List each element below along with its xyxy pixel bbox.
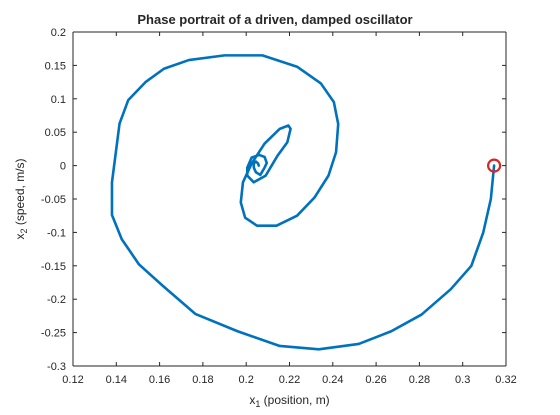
x-tick-label: 0.18 (192, 374, 213, 386)
y-axis-label-subscript: 2 (19, 229, 29, 234)
x-tick-label: 0.16 (149, 374, 170, 386)
x-axis-label-rest: (position, m) (260, 393, 329, 407)
y-tick-label: 0.1 (51, 94, 66, 106)
x-ticks: 0.12 0.14 0.16 0.18 0.2 0.22 0.24 0.26 0.28 0.3 0.… (62, 32, 517, 386)
x-tick-label: 0.12 (62, 374, 83, 386)
plot-background (73, 32, 506, 366)
y-axis-label: x2 (speed, m/s) (13, 158, 29, 239)
x-tick-label: 0.22 (279, 374, 300, 386)
trajectory-line (110, 54, 496, 351)
chart-title: Phase portrait of a driven, damped oscil… (137, 12, 412, 27)
x-tick-label: 0.28 (409, 374, 430, 386)
x-tick-label: 0.3 (455, 374, 470, 386)
y-tick-label: -0.15 (41, 261, 66, 273)
y-tick-label: 0.2 (51, 27, 66, 39)
y-tick-label: 0.05 (45, 127, 66, 139)
y-axis-label-base: x (13, 234, 27, 240)
plot-area: 0.12 0.14 0.16 0.18 0.2 0.22 0.24 0.26 0.28 0.3 0.… (41, 27, 517, 386)
x-tick-label: 0.24 (322, 374, 343, 386)
y-tick-label: -0.1 (47, 227, 66, 239)
y-tick-label: -0.05 (41, 194, 66, 206)
x-axis-label-base: x (249, 393, 255, 407)
x-tick-label: 0.14 (106, 374, 127, 386)
y-tick-label: -0.25 (41, 328, 66, 340)
series-layer (110, 54, 496, 351)
x-tick-label: 0.32 (495, 374, 516, 386)
y-tick-label: -0.2 (47, 294, 66, 306)
x-tick-label: 0.26 (365, 374, 386, 386)
y-axis-label-rest: (speed, m/s) (13, 158, 27, 228)
x-axis-label-subscript: 1 (255, 399, 260, 409)
y-ticks: -0.3 -0.25 -0.2 -0.15 -0.1 -0.05 0 0.05 0.1 0.15 0… (41, 27, 506, 373)
marker-layer (486, 158, 502, 173)
y-tick-label: 0 (60, 161, 66, 173)
initial-point-marker (486, 158, 502, 173)
y-tick-label: -0.3 (47, 361, 66, 373)
y-tick-label: 0.15 (45, 60, 66, 72)
x-tick-label: 0.2 (239, 374, 254, 386)
x-axis-label: x1 (position, m) (249, 393, 329, 409)
